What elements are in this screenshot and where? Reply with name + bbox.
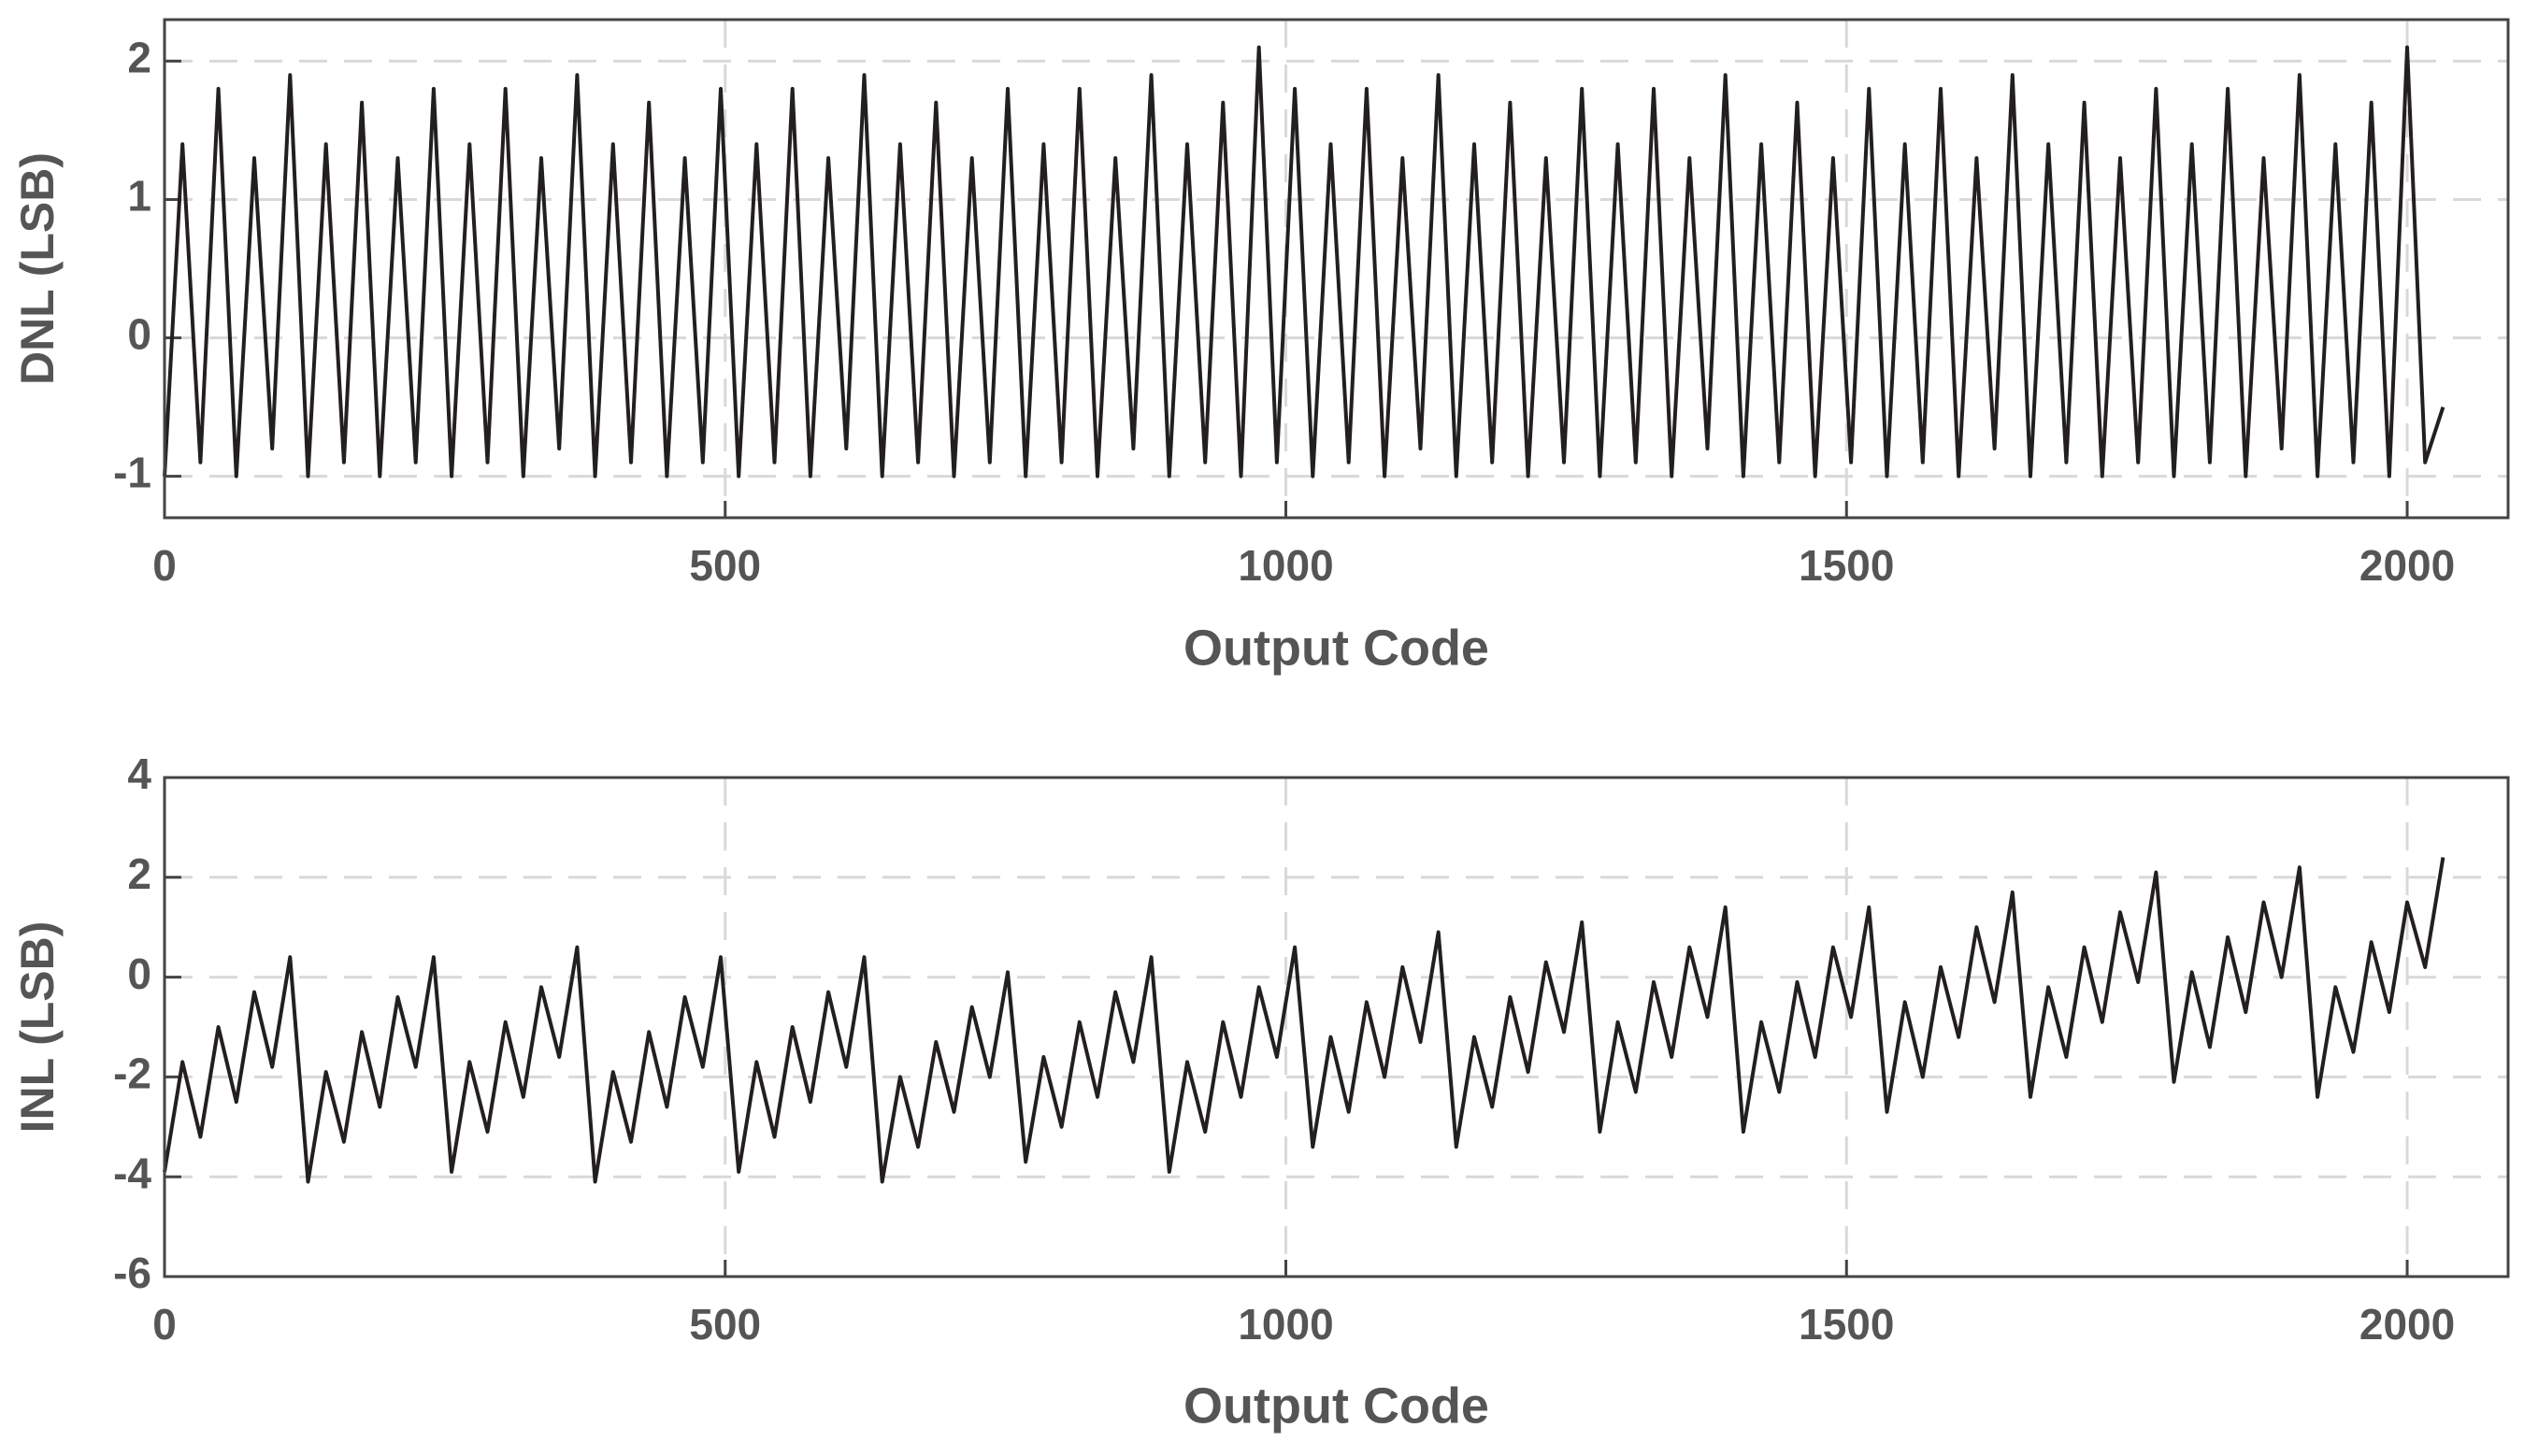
x-tick-label: 1000 — [1238, 1300, 1333, 1349]
x-tick-label: 0 — [152, 541, 177, 590]
axes-frame — [163, 776, 2510, 1278]
y-tick-label: 2 — [127, 34, 151, 82]
x-tick-label: 2000 — [2359, 1300, 2455, 1349]
y-tick-label: 0 — [127, 310, 151, 359]
x-tick-label: 0 — [152, 1300, 177, 1349]
x-tick-label: 1000 — [1238, 541, 1333, 590]
y-axis-label: INL (LSB) — [11, 921, 64, 1134]
y-axis-label: DNL (LSB) — [11, 152, 64, 385]
x-tick-label: 1500 — [1799, 541, 1894, 590]
y-tick-label: -1 — [113, 449, 151, 497]
x-tick-label: 500 — [689, 1300, 761, 1349]
y-tick-label: 4 — [127, 749, 151, 798]
x-tick-label: 500 — [689, 541, 761, 590]
y-tick-label: -2 — [113, 1049, 151, 1098]
y-tick-label: 2 — [127, 849, 151, 898]
x-axis-label: Output Code — [1183, 1377, 1489, 1434]
y-tick-label: 0 — [127, 949, 151, 998]
y-tick-label: -6 — [113, 1249, 151, 1297]
axes-frame — [163, 18, 2510, 520]
x-tick-label: 2000 — [2359, 541, 2455, 590]
x-axis-label: Output Code — [1183, 620, 1489, 676]
data-line — [163, 857, 2445, 1184]
y-tick-label: -4 — [113, 1149, 151, 1197]
y-tick-label: 1 — [127, 172, 151, 221]
data-line — [163, 45, 2445, 478]
x-tick-label: 1500 — [1799, 1300, 1894, 1349]
